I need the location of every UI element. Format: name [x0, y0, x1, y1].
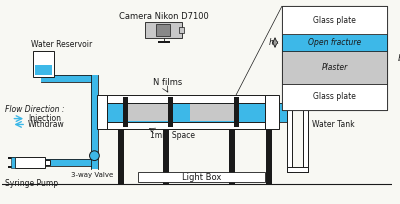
Text: Water Reservoir: Water Reservoir: [31, 40, 92, 49]
Text: Camera Nikon D7100: Camera Nikon D7100: [119, 12, 209, 21]
Text: Glass plate: Glass plate: [313, 16, 356, 25]
Bar: [97, 95, 107, 129]
Text: 1mm Space: 1mm Space: [150, 131, 195, 140]
Bar: [282, 34, 387, 51]
Bar: [15, 159, 90, 166]
Bar: [179, 27, 184, 33]
Bar: [138, 172, 265, 182]
Bar: [145, 22, 182, 38]
Bar: [107, 95, 265, 103]
Bar: [303, 85, 308, 172]
Bar: [94, 109, 97, 117]
Bar: [118, 129, 124, 184]
Bar: [265, 95, 279, 129]
Bar: [8, 157, 15, 159]
Bar: [45, 160, 50, 165]
Bar: [234, 97, 239, 127]
Bar: [123, 97, 128, 127]
Text: 3-way Valve: 3-way Valve: [71, 172, 114, 178]
Bar: [282, 51, 387, 84]
Bar: [163, 129, 169, 184]
Text: Water Tank: Water Tank: [312, 120, 355, 129]
Text: Plaster: Plaster: [322, 63, 348, 72]
Bar: [266, 129, 272, 184]
Bar: [282, 6, 387, 34]
Bar: [287, 167, 308, 172]
Bar: [156, 24, 170, 36]
Bar: [229, 129, 235, 184]
Circle shape: [90, 151, 99, 161]
Text: Flow Direction :: Flow Direction :: [5, 105, 64, 114]
Bar: [287, 85, 292, 172]
Bar: [90, 156, 98, 169]
Text: Syringe Pump: Syringe Pump: [5, 179, 58, 188]
Bar: [265, 103, 279, 122]
Bar: [8, 166, 15, 168]
Bar: [282, 6, 387, 110]
Text: N films: N films: [153, 78, 182, 87]
Text: Open fracture: Open fracture: [308, 38, 361, 47]
Bar: [127, 104, 170, 121]
Bar: [107, 103, 265, 122]
Bar: [107, 122, 265, 129]
Text: Withdraw: Withdraw: [28, 120, 65, 129]
Bar: [279, 103, 287, 122]
Bar: [97, 103, 107, 122]
Text: Injection: Injection: [28, 114, 61, 123]
Bar: [35, 65, 52, 75]
Text: h: h: [268, 38, 274, 47]
Bar: [282, 84, 387, 110]
Bar: [190, 104, 236, 121]
Bar: [33, 51, 54, 77]
Bar: [168, 97, 172, 127]
Bar: [90, 75, 98, 156]
Bar: [12, 157, 15, 168]
Bar: [41, 75, 90, 82]
Bar: [15, 157, 45, 168]
Text: Light Box: Light Box: [182, 173, 222, 182]
Text: b: b: [397, 54, 400, 63]
Bar: [158, 41, 170, 43]
Text: Glass plate: Glass plate: [313, 92, 356, 101]
